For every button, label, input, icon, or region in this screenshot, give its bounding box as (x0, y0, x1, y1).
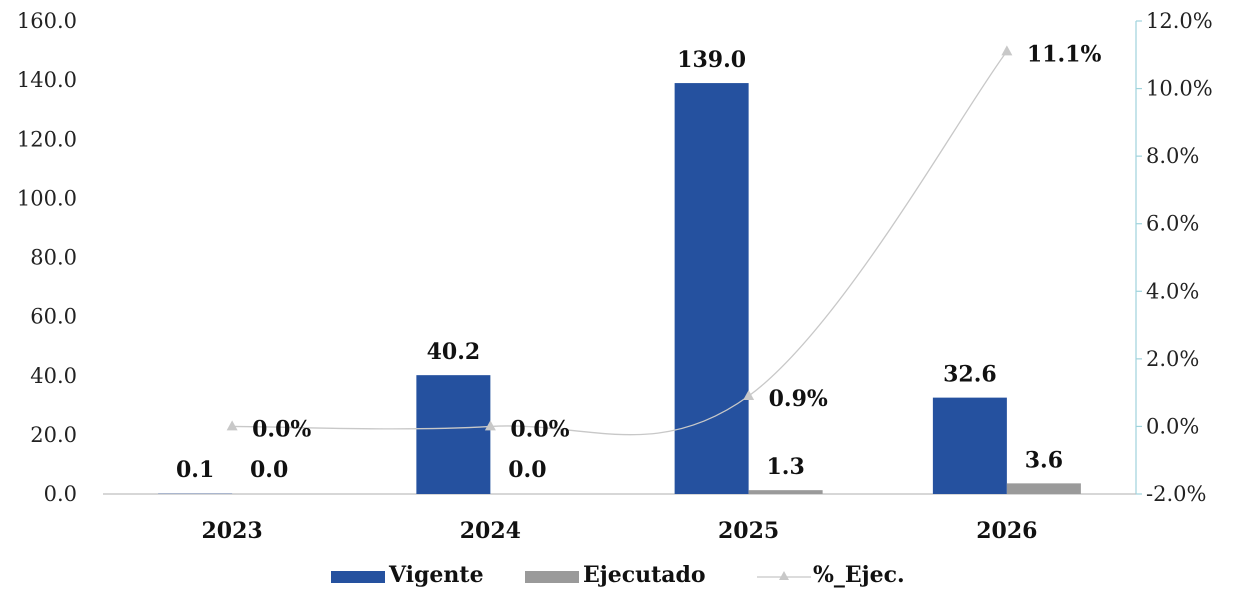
left-axis-tick-label: 100.0 (17, 186, 77, 210)
right-axis-tick-label: 2.0% (1146, 347, 1199, 371)
legend-swatch-vigente (331, 571, 385, 583)
data-label-vigente: 32.6 (943, 362, 997, 388)
line-marker-triangle (743, 390, 755, 401)
category-label: 2024 (460, 518, 521, 544)
data-label-pct-ejec: 0.0% (510, 416, 569, 442)
legend-swatch-ejecutado (525, 571, 579, 583)
left-axis-tick-label: 140.0 (17, 68, 77, 92)
legend-label-pct-ejec: %_Ejec. (813, 562, 905, 588)
bar-vigente (416, 375, 491, 494)
left-axis-tick-label: 160.0 (17, 9, 77, 33)
line-marker-triangle (484, 420, 496, 431)
right-axis-tick-label: 10.0% (1146, 77, 1213, 101)
left-axis-tick-label: 80.0 (30, 246, 77, 270)
data-label-pct-ejec: 11.1% (1027, 41, 1102, 67)
left-axis-tick-label: 40.0 (30, 364, 77, 388)
right-axis-tick-label: 6.0% (1146, 212, 1199, 236)
left-axis-tick-label: 60.0 (30, 305, 77, 329)
data-label-pct-ejec: 0.0% (252, 416, 311, 442)
bar-vigente (674, 83, 749, 495)
data-label-ejecutado: 1.3 (766, 454, 804, 480)
bar-ejecutado (1006, 483, 1081, 494)
right-axis-tick-label: 12.0% (1146, 9, 1213, 33)
data-label-vigente: 139.0 (677, 47, 746, 73)
line-marker-triangle (226, 420, 238, 431)
bar-ejecutado (748, 490, 823, 494)
legend-label-vigente: Vigente (388, 562, 484, 588)
left-axis-tick-label: 0.0 (44, 482, 77, 506)
category-label: 2025 (718, 518, 779, 544)
line-series-ejec (232, 51, 1008, 436)
data-label-ejecutado: 0.0 (508, 457, 546, 483)
right-axis-tick-label: -2.0% (1146, 482, 1206, 506)
line-marker-triangle (1001, 45, 1013, 56)
data-label-vigente: 0.1 (176, 457, 214, 483)
right-axis-tick-label: 4.0% (1146, 279, 1199, 303)
bar-vigente (932, 397, 1007, 494)
data-label-vigente: 40.2 (427, 339, 481, 365)
left-axis-tick-label: 120.0 (17, 127, 77, 151)
category-label: 2023 (202, 518, 263, 544)
right-axis-tick-label: 8.0% (1146, 144, 1199, 168)
data-label-ejecutado: 3.6 (1025, 447, 1063, 473)
legend-marker-pct-ejec (779, 571, 789, 580)
data-label-ejecutado: 0.0 (250, 457, 288, 483)
right-axis-tick-label: 0.0% (1146, 414, 1199, 438)
left-axis-tick-label: 20.0 (30, 423, 77, 447)
legend-label-ejecutado: Ejecutado (583, 562, 706, 588)
category-label: 2026 (976, 518, 1037, 544)
data-label-pct-ejec: 0.9% (769, 386, 828, 412)
